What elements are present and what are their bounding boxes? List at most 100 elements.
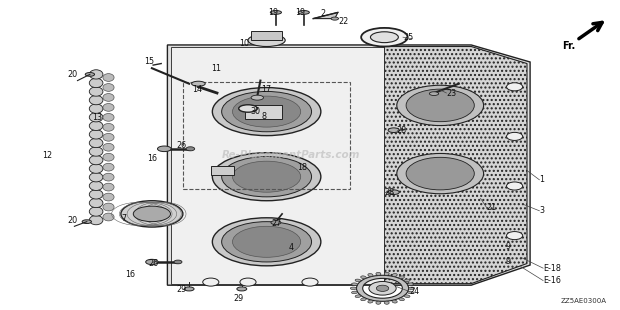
Text: 22: 22	[338, 17, 348, 26]
Text: 29: 29	[177, 285, 187, 294]
Ellipse shape	[392, 273, 397, 277]
Ellipse shape	[384, 272, 389, 275]
Text: 29: 29	[234, 294, 244, 303]
Polygon shape	[167, 45, 530, 285]
Ellipse shape	[239, 105, 257, 112]
Text: Re-PlacementParts.com: Re-PlacementParts.com	[222, 150, 361, 160]
Ellipse shape	[298, 11, 309, 14]
Ellipse shape	[103, 203, 114, 211]
Text: 2: 2	[321, 9, 326, 19]
Circle shape	[203, 278, 219, 286]
Text: 16: 16	[147, 153, 157, 163]
Ellipse shape	[248, 34, 285, 46]
Ellipse shape	[89, 87, 103, 96]
Text: 7: 7	[122, 214, 126, 223]
Ellipse shape	[103, 183, 114, 191]
Text: 21: 21	[487, 203, 497, 212]
Ellipse shape	[103, 193, 114, 201]
Ellipse shape	[232, 96, 301, 127]
Text: 3: 3	[539, 206, 544, 215]
Text: E-16: E-16	[543, 276, 561, 285]
Ellipse shape	[368, 300, 373, 303]
Ellipse shape	[212, 153, 321, 201]
Text: ZZ5AE0300A: ZZ5AE0300A	[560, 299, 606, 304]
Ellipse shape	[82, 220, 92, 224]
Ellipse shape	[212, 218, 321, 266]
Ellipse shape	[251, 95, 264, 100]
Text: 25: 25	[403, 33, 414, 42]
Circle shape	[507, 182, 523, 190]
Circle shape	[507, 83, 523, 91]
Ellipse shape	[103, 163, 114, 171]
Ellipse shape	[388, 190, 399, 195]
Text: 24: 24	[409, 287, 419, 296]
Ellipse shape	[222, 91, 312, 132]
Text: 1: 1	[539, 175, 544, 184]
Ellipse shape	[361, 28, 408, 46]
Ellipse shape	[89, 190, 103, 199]
Ellipse shape	[376, 272, 381, 275]
Text: 10: 10	[239, 39, 249, 48]
Text: 27: 27	[272, 219, 282, 228]
Ellipse shape	[89, 138, 103, 148]
Ellipse shape	[89, 198, 103, 208]
Ellipse shape	[103, 143, 114, 151]
Text: 4: 4	[289, 243, 294, 253]
Ellipse shape	[103, 173, 114, 181]
Ellipse shape	[133, 206, 171, 222]
Text: 16: 16	[125, 270, 135, 279]
Ellipse shape	[103, 113, 114, 121]
Polygon shape	[170, 46, 384, 284]
Text: 13: 13	[92, 113, 102, 122]
Ellipse shape	[368, 273, 373, 277]
Ellipse shape	[89, 207, 103, 216]
Ellipse shape	[89, 70, 103, 79]
Ellipse shape	[406, 157, 474, 190]
Circle shape	[507, 232, 523, 240]
Ellipse shape	[146, 259, 158, 265]
Ellipse shape	[184, 287, 194, 291]
Ellipse shape	[103, 153, 114, 161]
Ellipse shape	[222, 157, 312, 197]
Ellipse shape	[392, 300, 397, 303]
Text: 19: 19	[268, 8, 278, 17]
Ellipse shape	[89, 173, 103, 182]
Ellipse shape	[103, 84, 114, 91]
Ellipse shape	[192, 81, 205, 86]
Text: 30: 30	[250, 107, 260, 116]
Ellipse shape	[232, 226, 301, 257]
Ellipse shape	[174, 260, 182, 264]
Text: 26: 26	[177, 141, 187, 150]
Ellipse shape	[89, 130, 103, 139]
Ellipse shape	[103, 133, 114, 141]
Ellipse shape	[352, 283, 358, 286]
Text: 14: 14	[192, 85, 202, 95]
Text: E-18: E-18	[543, 264, 561, 273]
Text: 9: 9	[505, 242, 510, 251]
Text: 9: 9	[505, 257, 510, 267]
Ellipse shape	[331, 17, 339, 20]
Text: 28: 28	[397, 126, 407, 135]
Ellipse shape	[404, 295, 410, 298]
Ellipse shape	[89, 113, 103, 122]
Ellipse shape	[89, 121, 103, 131]
Ellipse shape	[404, 279, 410, 282]
Text: 20: 20	[67, 215, 77, 225]
Ellipse shape	[103, 104, 114, 111]
Ellipse shape	[371, 32, 398, 42]
Bar	[183, 82, 350, 189]
Polygon shape	[384, 46, 527, 284]
Ellipse shape	[103, 123, 114, 131]
Circle shape	[240, 278, 256, 286]
Ellipse shape	[157, 146, 171, 152]
Ellipse shape	[222, 222, 312, 262]
Ellipse shape	[397, 153, 484, 194]
Ellipse shape	[212, 87, 321, 136]
Ellipse shape	[237, 287, 247, 291]
Circle shape	[507, 132, 523, 140]
Ellipse shape	[409, 287, 415, 290]
Text: 28: 28	[384, 188, 394, 197]
Bar	[251, 31, 282, 40]
Text: 15: 15	[144, 57, 154, 67]
Ellipse shape	[89, 155, 103, 165]
